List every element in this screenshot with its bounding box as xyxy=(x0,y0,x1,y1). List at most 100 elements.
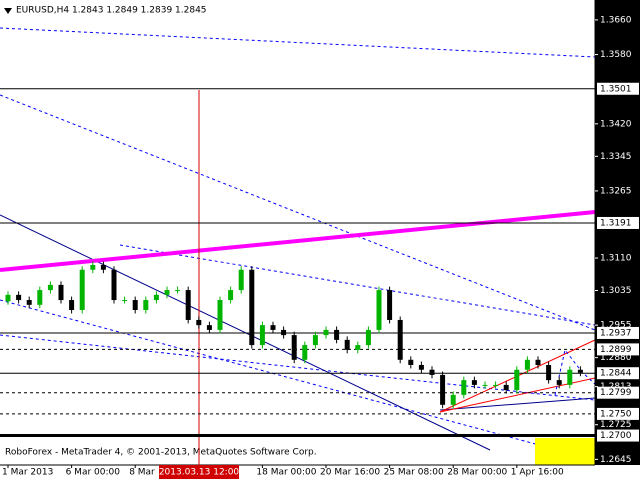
candle-body xyxy=(175,290,181,292)
candle-body xyxy=(471,380,477,385)
trend-line xyxy=(0,94,596,331)
candle-body xyxy=(514,369,520,391)
candle-body xyxy=(556,380,562,385)
y-tick-label: 1.2880 xyxy=(600,353,632,363)
candle-body xyxy=(408,359,414,365)
candle-body xyxy=(79,269,85,310)
candle-body xyxy=(524,359,530,370)
highlight-box xyxy=(535,438,595,465)
candle-body xyxy=(344,339,350,350)
candle-body xyxy=(270,325,276,330)
candle-body xyxy=(153,294,159,301)
candle-body xyxy=(567,369,573,385)
candle-body xyxy=(440,374,446,405)
candle-body xyxy=(334,329,340,340)
candle-body xyxy=(132,300,138,310)
candle-body xyxy=(482,384,488,386)
candle-body xyxy=(196,319,202,326)
level-label-box xyxy=(597,326,639,339)
candle-body xyxy=(281,329,287,336)
x-tick-label: 20 Mar 16:00 xyxy=(320,468,380,478)
x-tick-label: 6 Mar 00:00 xyxy=(66,468,121,478)
candle-body xyxy=(493,384,499,386)
candle-body xyxy=(16,294,22,301)
level-label-box xyxy=(597,367,639,380)
x-tick-label: 1 Mar 2013 xyxy=(2,468,53,478)
candle-body xyxy=(577,369,583,373)
candle-body xyxy=(5,294,11,302)
y-tick-label: 1.3265 xyxy=(600,186,632,196)
candle-body xyxy=(387,290,393,320)
footer: RoboForex - MetaTrader 4, © 2001-2013, M… xyxy=(5,448,317,458)
candle-body xyxy=(312,335,318,346)
level-label-box xyxy=(597,407,639,420)
candle-body xyxy=(100,264,106,270)
y-tick-label: 1.3035 xyxy=(600,286,632,296)
x-tick-label: 8 Mar xyxy=(129,468,155,478)
level-label-box xyxy=(597,82,639,95)
candle-body xyxy=(47,284,53,291)
candle-body xyxy=(185,290,191,320)
level-label: 1.3501 xyxy=(600,84,632,94)
candle-body xyxy=(503,384,509,391)
x-tick-label: 25 Mar 08:00 xyxy=(384,468,444,478)
candle-body xyxy=(546,364,552,381)
candle-body xyxy=(323,329,329,336)
candle-body xyxy=(111,269,117,301)
x-tick-label: 1 Apr 16:00 xyxy=(511,468,564,478)
level-label: 1.2700 xyxy=(600,431,632,441)
trend-line xyxy=(439,397,596,411)
candle-body xyxy=(418,364,424,370)
y-tick-label: 1.3580 xyxy=(600,50,632,60)
candle-body xyxy=(429,369,435,375)
candle-body xyxy=(122,300,128,302)
candle-body xyxy=(376,290,382,330)
level-label-box xyxy=(597,386,639,399)
x-tick-label: 28 Mar 00:00 xyxy=(447,468,507,478)
level-label: 1.2937 xyxy=(600,328,632,338)
level-label: 1.2799 xyxy=(600,388,632,398)
level-label-box xyxy=(597,216,639,229)
candle-body xyxy=(302,345,308,360)
level-label: 1.2844 xyxy=(600,369,632,379)
candle-body xyxy=(164,290,170,295)
candle-body xyxy=(90,264,96,270)
level-label-box xyxy=(597,429,639,442)
y-tick-label: 1.3420 xyxy=(600,119,632,129)
candle-body xyxy=(26,300,32,305)
candle-body xyxy=(291,335,297,360)
collapse-icon[interactable] xyxy=(4,8,12,14)
candle-body xyxy=(535,359,541,365)
level-label: 1.3191 xyxy=(600,218,632,228)
candle-body xyxy=(37,290,43,305)
trend-line xyxy=(0,299,596,461)
level-label: 1.2899 xyxy=(600,345,632,355)
candle-body xyxy=(355,345,361,350)
candle-body xyxy=(217,300,223,330)
candle-body xyxy=(206,325,212,330)
candle-body xyxy=(69,300,75,310)
crosshair-label-box xyxy=(159,465,239,479)
candle-body xyxy=(365,329,371,346)
candle-body xyxy=(228,290,234,301)
y-tick-label: 1.2645 xyxy=(600,455,632,465)
y-tick-label: 1.3110 xyxy=(600,254,632,264)
candle-body xyxy=(249,269,255,346)
y-tick-label: 1.3660 xyxy=(600,15,632,25)
trend-line xyxy=(0,334,596,401)
candle-body xyxy=(238,269,244,291)
crosshair-label: 2013.03.13 12:00 xyxy=(159,468,240,478)
candle-body xyxy=(461,380,467,395)
resistance-line xyxy=(0,210,596,272)
chart-title: EURUSD,H4 1.2843 1.2849 1.2839 1.2845 xyxy=(16,6,207,16)
y-tick-label: 1.2955 xyxy=(600,321,632,331)
candle-body xyxy=(143,300,149,310)
candle-body xyxy=(259,325,265,346)
candle-body xyxy=(58,284,64,301)
y-tick-label: 1.3345 xyxy=(600,152,632,162)
candle-body xyxy=(450,394,456,405)
y-tick-label: 1.2725 xyxy=(600,420,632,430)
level-label: 1.2750 xyxy=(600,409,632,419)
candle-body xyxy=(397,319,403,360)
